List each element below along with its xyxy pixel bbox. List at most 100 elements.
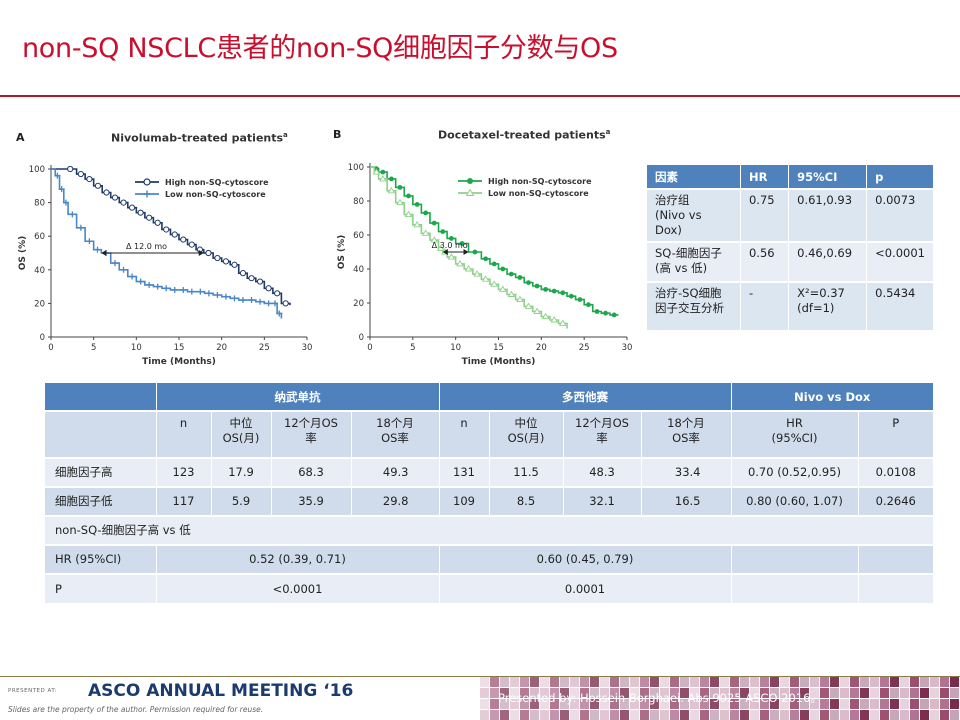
footer-pattern-tile: [540, 710, 549, 720]
footer-pattern-tile: [610, 710, 619, 720]
stats-p: <0.0001: [866, 241, 934, 282]
censor-mark: [380, 169, 386, 175]
x-tick-label: 0: [367, 343, 372, 353]
stats-factor: 治疗-SQ细胞 因子交互分析: [647, 281, 741, 330]
sub-header-row: n 中位 OS(月) 12个月OS 率 18个月 OS率 n 中位 OS(月) 12个月…: [45, 410, 934, 458]
x-tick-label: 5: [91, 343, 96, 353]
stats-ci: 0.61,0.93: [788, 188, 868, 242]
stats-header-factor: 因素: [647, 165, 741, 189]
comparison-label-row: non-SQ-细胞因子高 vs 低: [45, 515, 934, 545]
censor-mark: [577, 297, 583, 302]
censor-mark: [421, 229, 430, 236]
footer-pattern-tile: [920, 699, 929, 709]
footer-pattern-tile: [730, 688, 739, 698]
footer-pattern-tile: [630, 699, 639, 709]
table-row: 细胞因子低 117 5.9 35.9 29.8 109 8.5 32.1 16.…: [45, 486, 934, 516]
footer-pattern-tile: [950, 677, 959, 687]
censor-mark: [77, 224, 84, 231]
censor-mark: [248, 297, 255, 304]
legend-label: Low non-SQ-cytoscore: [488, 189, 589, 198]
y-tick-label: 60: [34, 232, 45, 242]
footer-pattern-tile: [590, 710, 599, 720]
footer-pattern-tile: [520, 688, 529, 698]
footer-pattern-tile: [830, 688, 839, 698]
x-axis-label: Time (Months): [462, 357, 536, 367]
footer-slides-note: Slides are the property of the author. P…: [8, 705, 264, 714]
footer-pattern-tile: [500, 699, 509, 709]
series-line-high: [51, 168, 291, 306]
footer-pattern-tile: [880, 677, 889, 687]
footer-pattern-tile: [820, 710, 829, 720]
footer-pattern-tile: [570, 688, 579, 698]
footer-pattern-tile: [680, 688, 689, 698]
censor-mark: [551, 288, 557, 294]
hr-row: HR (95%CI) 0.52 (0.39, 0.71) 0.60 (0.45,…: [45, 544, 934, 574]
sub-header-os12: 12个月OS 率: [271, 410, 352, 458]
x-axis-label: Time (Months): [142, 357, 216, 367]
footer-pattern-tile: [870, 710, 879, 720]
sub-header-os18: 18个月 OS率: [641, 410, 732, 458]
y-tick-label: 20: [353, 299, 364, 309]
hr-empty: [858, 544, 934, 574]
censor-mark: [507, 290, 516, 297]
legend-marker: [467, 178, 473, 184]
panel-a-letter: A: [16, 131, 25, 144]
sub-header-os18: 18个月 OS率: [351, 410, 440, 458]
stats-row: 治疗组 (Nivo vs Dox) 0.75 0.61,0.93 0.0073: [647, 188, 934, 242]
censor-mark: [265, 300, 272, 307]
censor-mark: [180, 286, 187, 293]
censor-mark: [86, 238, 93, 245]
censor-mark: [524, 302, 533, 309]
footer-pattern-tile: [670, 710, 679, 720]
footer-pattern-tile: [590, 677, 599, 687]
censor-mark: [464, 265, 473, 272]
footer-pattern-tile: [720, 688, 729, 698]
censor-mark: [69, 211, 76, 218]
stats-row: 治疗-SQ细胞 因子交互分析 - X²=0.37 (df=1) 0.5434: [647, 281, 934, 330]
cell-nivo-os18: 49.3: [351, 457, 440, 487]
footer-pattern-tile: [670, 699, 679, 709]
footer-pattern-tile: [540, 688, 549, 698]
footer-pattern-tile: [480, 688, 489, 698]
censor-mark: [265, 285, 272, 292]
footer-pattern-tile: [710, 699, 719, 709]
censor-mark: [111, 194, 119, 201]
footer-pattern-tile: [560, 688, 569, 698]
censor-mark: [516, 295, 524, 303]
footer-pattern-tile: [790, 699, 799, 709]
row-label: 细胞因子高: [45, 457, 157, 487]
cell-nivo-os18: 29.8: [351, 486, 440, 516]
legend-label: Low non-SQ-cytoscore: [165, 190, 266, 199]
footer-pattern-tile: [800, 688, 809, 698]
p-dox: 0.0001: [439, 573, 732, 603]
footer-pattern-tile: [810, 677, 819, 687]
censor-mark: [534, 283, 540, 289]
sub-header-median: 中位 OS(月): [489, 410, 564, 458]
censor-mark: [500, 266, 506, 272]
stats-hr: 0.75: [740, 188, 790, 242]
footer-pattern-tile: [480, 677, 489, 687]
footer-pattern-tile: [940, 699, 949, 709]
footer-pattern-tile: [780, 710, 789, 720]
footer-pattern-tile: [940, 677, 949, 687]
x-tick-label: 10: [450, 343, 461, 353]
footer-pattern-tile: [520, 677, 529, 687]
footer-pattern-tile: [780, 699, 789, 709]
p-row: P <0.0001 0.0001: [45, 573, 934, 603]
footer-pattern-tile: [510, 699, 519, 709]
censor-mark: [387, 186, 396, 194]
footer-pattern-tile: [490, 699, 499, 709]
y-tick-label: 100: [29, 165, 45, 175]
footer-pattern-tile: [570, 710, 579, 720]
p-nivo: <0.0001: [156, 573, 440, 603]
footer-pattern-tile: [740, 688, 749, 698]
comparison-label: non-SQ-细胞因子高 vs 低: [45, 515, 934, 545]
footer-pattern-tile: [740, 677, 749, 687]
censor-mark: [541, 312, 550, 320]
y-axis-label: OS (%): [18, 236, 28, 271]
stats-p: 0.5434: [866, 281, 934, 330]
footer-pattern-tile: [590, 699, 599, 709]
censor-mark: [180, 236, 187, 243]
sub-header-n: n: [439, 410, 490, 458]
x-tick-label: 5: [410, 343, 415, 353]
